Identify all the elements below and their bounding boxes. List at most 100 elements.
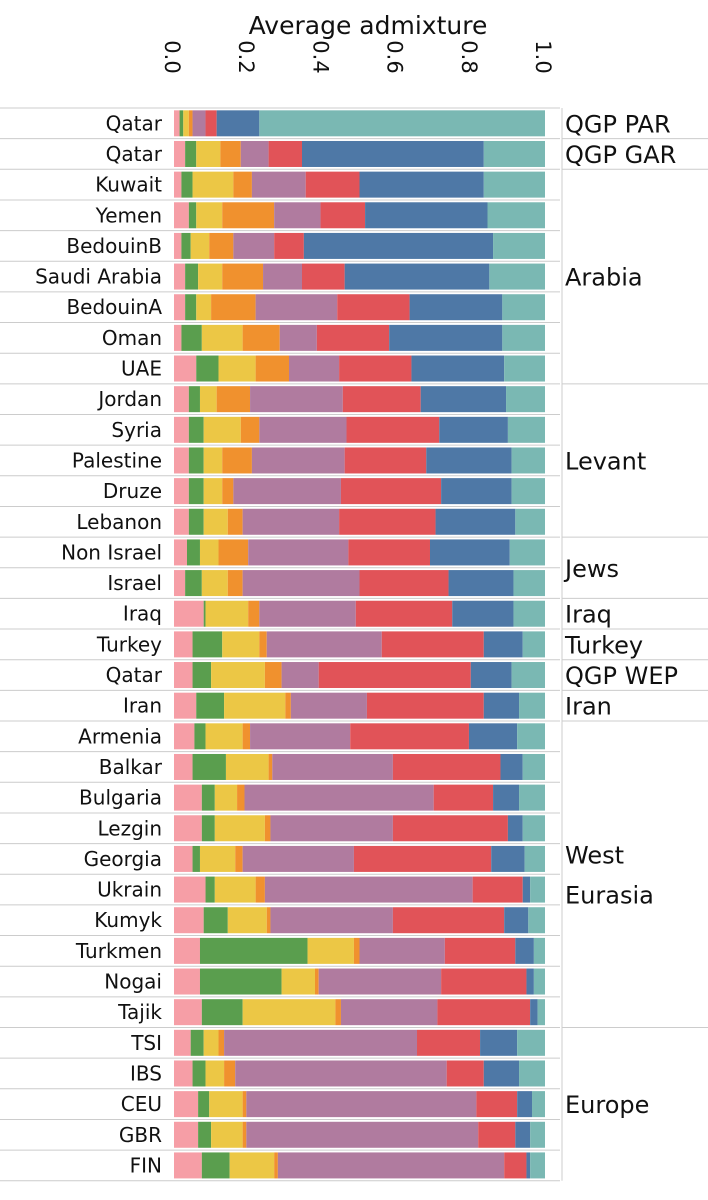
bar-row [174, 1029, 545, 1056]
bar-segment [305, 171, 360, 198]
row-label: Syria [111, 418, 162, 442]
bar-segment [222, 631, 260, 658]
bar-row [174, 815, 545, 842]
bar-segment [199, 386, 217, 413]
group-label: Arabia [565, 264, 643, 292]
bar-segment [224, 1029, 418, 1056]
bar-segment [174, 140, 186, 167]
bar-segment [411, 355, 505, 382]
bar-segment [524, 845, 545, 872]
bar-segment [181, 232, 191, 259]
bar-segment [233, 232, 275, 259]
bar-row [174, 784, 545, 811]
bar-segment [192, 110, 206, 137]
bar-segment [515, 508, 545, 535]
bar-segment [303, 232, 494, 259]
bar-segment [515, 1121, 531, 1148]
bar-segment [222, 263, 264, 290]
bar-segment [251, 447, 345, 474]
bar-segment [185, 570, 202, 597]
group-label: Levant [565, 447, 646, 475]
bar-row [174, 171, 545, 198]
bar-segment [335, 999, 341, 1026]
bar-segment [359, 171, 484, 198]
bar-segment [530, 999, 538, 1026]
bar-segment [214, 784, 238, 811]
bar-segment [181, 171, 193, 198]
chart-title: Average admixture [249, 11, 488, 40]
group-label: Jews [563, 555, 619, 583]
bar-row [174, 140, 545, 167]
bar-segment [344, 447, 427, 474]
bar-segment [174, 1060, 193, 1087]
bar-segment [190, 1029, 204, 1056]
bar-segment [203, 1029, 219, 1056]
bar-segment [225, 753, 269, 780]
bar-segment [188, 478, 204, 505]
bar-segment [174, 324, 182, 351]
bar-segment [417, 1029, 481, 1056]
bar-segment [441, 478, 512, 505]
row-label: GBR [119, 1123, 162, 1147]
row-label: Bulgaria [79, 786, 162, 810]
x-axis-ticks: 0.0 0.2 0.4 0.6 0.8 1.0 [160, 40, 555, 73]
bar-segment [483, 631, 523, 658]
bar-segment [194, 723, 206, 750]
bar-row [174, 662, 545, 689]
bar-segment [199, 539, 219, 566]
bar-segment [342, 386, 421, 413]
bar-segment [507, 815, 523, 842]
bar-segment [519, 692, 545, 719]
bar-segment [281, 968, 315, 995]
row-label: Turkey [96, 632, 162, 656]
bar-segment [281, 662, 319, 689]
bar-segment [264, 815, 271, 842]
bar-segment [246, 1121, 479, 1148]
bar-segment [201, 324, 243, 351]
bar-segment [174, 753, 193, 780]
bar-segment [192, 1060, 206, 1087]
bar-segment [268, 140, 302, 167]
row-label: Lebanon [76, 510, 162, 534]
bar-segment [174, 968, 200, 995]
bar-segment [242, 1091, 247, 1118]
bar-segment [227, 907, 267, 934]
bar-segment [201, 784, 215, 811]
row-label: Oman [102, 326, 162, 350]
bar-row [174, 539, 545, 566]
bar-segment [174, 1152, 202, 1179]
bar-segment [452, 600, 514, 627]
bar-segment [446, 1060, 484, 1087]
bar-segment [476, 1091, 518, 1118]
bar-segment [437, 999, 531, 1026]
bar-segment [237, 784, 245, 811]
bar-row [174, 937, 545, 964]
bar-segment [426, 447, 512, 474]
bar-segment [209, 232, 234, 259]
bar-segment [483, 171, 545, 198]
bar-segment [196, 692, 225, 719]
x-tick-label: 0.8 [457, 40, 481, 73]
group-label: QGP GAR [565, 141, 676, 169]
bar-segment [240, 140, 269, 167]
bar-segment [220, 140, 241, 167]
group-label: Iraq [565, 601, 612, 629]
bar-segment [203, 600, 206, 627]
bar-segment [235, 845, 243, 872]
bar-segment [211, 662, 265, 689]
bar-segment [192, 845, 200, 872]
bar-segment [470, 662, 512, 689]
bar-segment [174, 110, 180, 137]
bar-segment [222, 478, 234, 505]
bar-segment [235, 1060, 447, 1087]
bar-segment [174, 692, 197, 719]
bar-segment [174, 570, 186, 597]
bar-segment [468, 723, 518, 750]
bar-segment [174, 937, 200, 964]
bar-segment [185, 294, 197, 321]
x-tick-label: 0.4 [308, 40, 332, 73]
bar-segment [174, 355, 197, 382]
bar-segment [522, 876, 531, 903]
bar-segment [196, 294, 212, 321]
bar-segment [188, 386, 200, 413]
